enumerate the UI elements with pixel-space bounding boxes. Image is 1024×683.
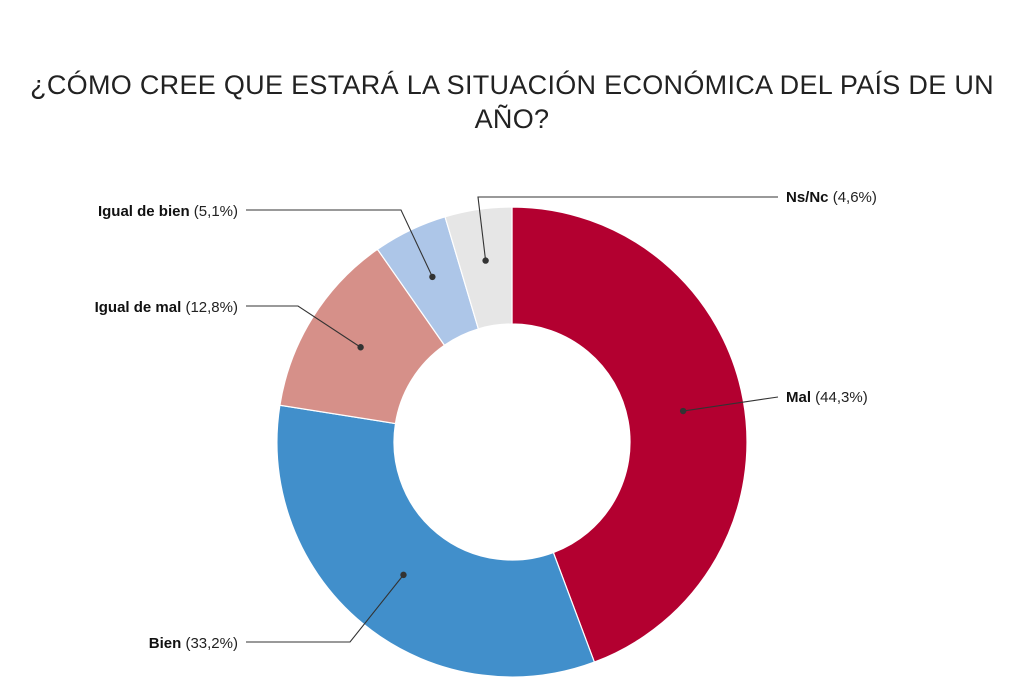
label-name-bien: Bien [149,635,182,652]
label-value-bien: (33,2%) [181,635,238,652]
callout-line-igual-de-bien [246,209,433,278]
callout-dot-igual-de-bien [429,273,436,281]
label-value-igual-de-bien: (5,1%) [190,203,238,220]
label-bien: Bien (33,2%) [149,635,238,652]
label-name-mal: Mal [786,389,811,406]
slice-ns-nc [444,206,513,330]
slice-labels: Mal (44,3%) Bien (33,2%) Igual de mal (12,… [95,189,877,652]
label-name-igual-de-bien: Igual de bien [98,203,190,220]
callout-dot-bien [400,571,407,579]
donut-slices [276,206,748,678]
slice-mal [511,206,748,663]
callout-dot-igual-de-mal [357,344,364,351]
slice-bien [276,404,596,678]
callout-line-mal [683,396,779,412]
label-value-mal: (44,3%) [811,389,868,406]
callout-dot-ns-nc [482,257,489,264]
chart-title: ¿CÓMO CREE QUE ESTARÁ LA SITUACIÓN ECONÓ… [30,70,994,134]
callout-lines [246,196,779,643]
label-igual-de-bien: Igual de bien (5,1%) [98,203,238,220]
label-name-ns-nc: Ns/Nc [786,189,829,206]
label-value-igual-de-mal: (12,8%) [181,299,238,316]
label-ns-nc: Ns/Nc (4,6%) [786,189,877,206]
label-value-ns-nc: (4,6%) [829,189,877,206]
label-name-igual-de-mal: Igual de mal [95,299,182,316]
callout-line-ns-nc [477,196,778,261]
label-igual-de-mal: Igual de mal (12,8%) [95,299,238,316]
callout-line-igual-de-mal [246,305,361,348]
callout-dot-mal [679,407,687,415]
label-mal: Mal (44,3%) [786,389,868,406]
callout-line-bien [246,574,404,643]
